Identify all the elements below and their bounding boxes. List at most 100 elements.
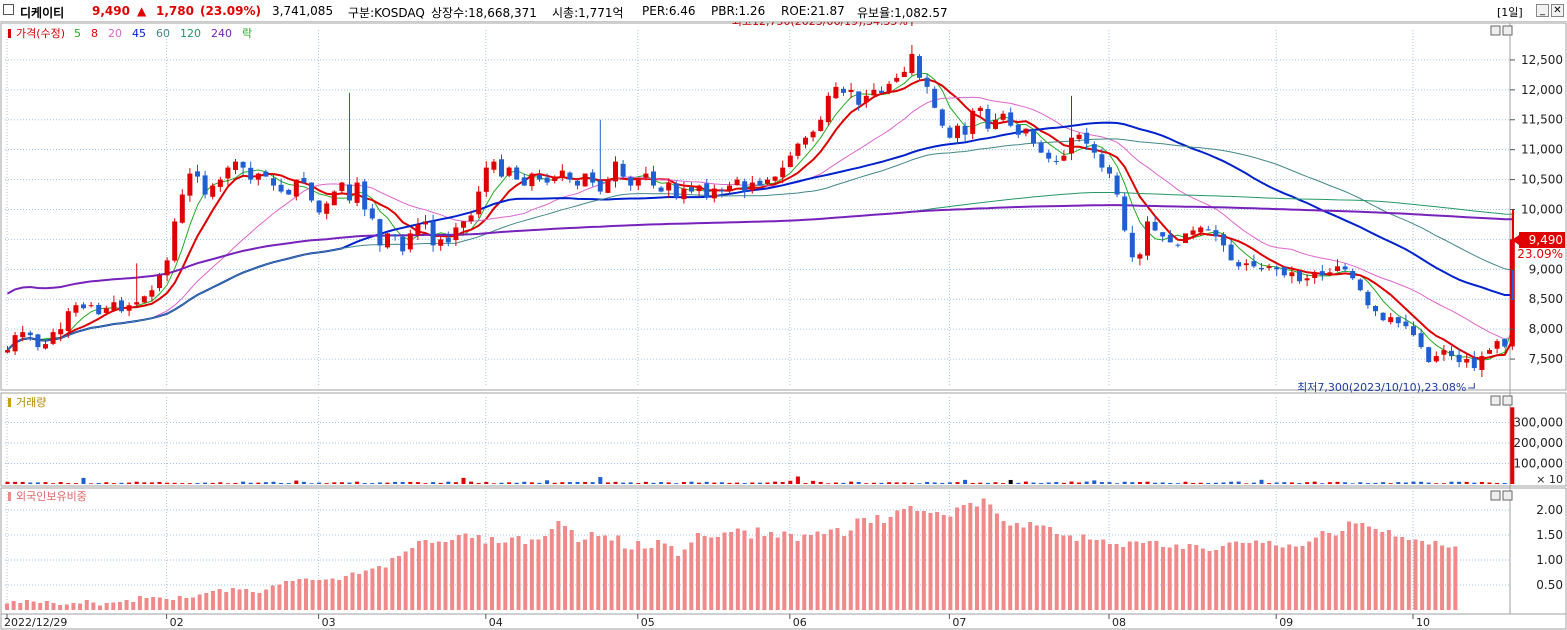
candle-body bbox=[58, 329, 64, 335]
foreign-ownership-bar bbox=[1141, 543, 1146, 610]
stock-name: 디케이티 bbox=[20, 6, 65, 20]
candle-body bbox=[119, 300, 124, 312]
candle-body bbox=[879, 90, 884, 93]
volume-bar bbox=[400, 481, 405, 484]
foreign-ownership-bar bbox=[1420, 541, 1425, 610]
candle-body bbox=[970, 110, 976, 134]
candle-body bbox=[582, 173, 588, 187]
foreign-ownership-bar bbox=[244, 589, 249, 610]
x-tick-label: 04 bbox=[489, 616, 503, 629]
select-checkbox[interactable] bbox=[3, 4, 14, 15]
foreign-ownership-bar bbox=[476, 535, 481, 610]
candle-body bbox=[1274, 267, 1280, 270]
volume-bar bbox=[1343, 482, 1348, 484]
volume-bar bbox=[750, 482, 755, 484]
volume-bar bbox=[659, 482, 664, 484]
volume-bar bbox=[499, 482, 504, 484]
foreign-ownership-bar bbox=[609, 540, 614, 610]
volume-bar bbox=[552, 482, 557, 484]
x-tick-label: 10 bbox=[1416, 616, 1430, 629]
candle-body bbox=[263, 171, 269, 177]
foreign-ownership-bar bbox=[1194, 545, 1199, 610]
volume-bar bbox=[1365, 483, 1370, 484]
volume-bar bbox=[1145, 481, 1150, 484]
candle-body bbox=[1304, 278, 1310, 281]
foreign-ownership-bar bbox=[131, 602, 136, 610]
volume-bar bbox=[279, 482, 284, 484]
foreign-ownership-bar bbox=[31, 601, 36, 610]
foreign-ownership-bar bbox=[1347, 521, 1352, 610]
candle-body bbox=[286, 189, 292, 195]
foreign-ownership-bar bbox=[1147, 541, 1152, 610]
foreign-ownership-bar bbox=[363, 570, 368, 610]
foreign-ownership-bar bbox=[1287, 544, 1292, 610]
candle-body bbox=[1373, 305, 1378, 312]
period-button[interactable]: [1일] bbox=[1497, 6, 1523, 19]
minimize-icon[interactable]: _ bbox=[1536, 4, 1549, 17]
candle-body bbox=[1122, 196, 1128, 231]
volume-y-tick-label: 300,000 bbox=[1513, 416, 1563, 430]
foreign-ownership-bar bbox=[1107, 544, 1112, 610]
foreign-ownership-bar bbox=[656, 540, 661, 610]
volume-bar bbox=[385, 482, 390, 484]
volume-bar bbox=[932, 482, 937, 484]
volume-bar bbox=[1396, 482, 1401, 484]
candle-body bbox=[339, 182, 345, 191]
foreign-ownership-bar bbox=[1254, 540, 1259, 610]
volume-bar bbox=[894, 482, 899, 484]
foreign-ownership-bar bbox=[735, 528, 740, 610]
candle-body bbox=[96, 305, 102, 315]
volume-bar bbox=[104, 482, 109, 484]
candle-body bbox=[985, 108, 991, 129]
volume-bar bbox=[1358, 482, 1363, 484]
price-y-tick-label: 11,000 bbox=[1521, 143, 1563, 157]
foreign-ownership-bar bbox=[1234, 541, 1239, 610]
candle-body bbox=[1259, 267, 1264, 270]
volume-bar bbox=[795, 476, 800, 484]
current-pct-label: 23.09% bbox=[1517, 247, 1563, 261]
volume-bar bbox=[985, 482, 990, 484]
foreign-title-marker bbox=[8, 492, 11, 501]
volume-bar bbox=[925, 481, 930, 484]
volume-bar bbox=[963, 479, 968, 484]
foreign-ownership-bar bbox=[948, 516, 953, 610]
foreign-ownership-bar bbox=[463, 533, 468, 610]
candle-body bbox=[1251, 261, 1257, 267]
foreign-ownership-bar bbox=[1360, 523, 1365, 610]
foreign-ownership-bar bbox=[1307, 541, 1312, 610]
candle-body bbox=[369, 208, 375, 219]
volume-bar bbox=[377, 482, 382, 484]
foreign-ownership-bar bbox=[377, 566, 382, 610]
volume-bar bbox=[1099, 482, 1104, 484]
foreign-ownership-bar bbox=[988, 504, 993, 610]
volume-bar bbox=[149, 482, 154, 484]
volume-bar bbox=[294, 480, 299, 484]
volume-bar bbox=[666, 482, 671, 484]
volume-bar bbox=[826, 483, 831, 484]
volume-bar bbox=[51, 483, 56, 484]
foreign-ownership-bar bbox=[104, 603, 109, 610]
candle-body bbox=[172, 221, 178, 261]
candle-body bbox=[65, 311, 71, 331]
candle-body bbox=[400, 236, 406, 252]
volume-bar bbox=[28, 482, 33, 484]
foreign-ownership-bar bbox=[456, 535, 461, 610]
volume-panel-title: 거래량 bbox=[16, 396, 46, 409]
volume-bar bbox=[590, 482, 595, 484]
foreign-ownership-bar bbox=[782, 531, 787, 610]
close-icon[interactable]: ✕ bbox=[1551, 4, 1564, 17]
volume-bar bbox=[1457, 481, 1462, 484]
foreign-panel-close-icon bbox=[1502, 490, 1513, 501]
volume-bar bbox=[887, 482, 892, 484]
foreign-ownership-bar bbox=[1048, 527, 1053, 610]
foreign-ownership-bar bbox=[210, 591, 215, 610]
foreign-ownership-bar bbox=[303, 578, 308, 610]
candle-body bbox=[1456, 354, 1462, 363]
volume-bar bbox=[1130, 482, 1135, 484]
volume-bar bbox=[1023, 481, 1028, 484]
foreign-ownership-bar bbox=[702, 536, 707, 610]
foreign-ownership-bar bbox=[928, 513, 933, 610]
volume-bar bbox=[66, 483, 71, 484]
candle-body bbox=[1091, 144, 1097, 153]
candle-body bbox=[407, 233, 413, 250]
